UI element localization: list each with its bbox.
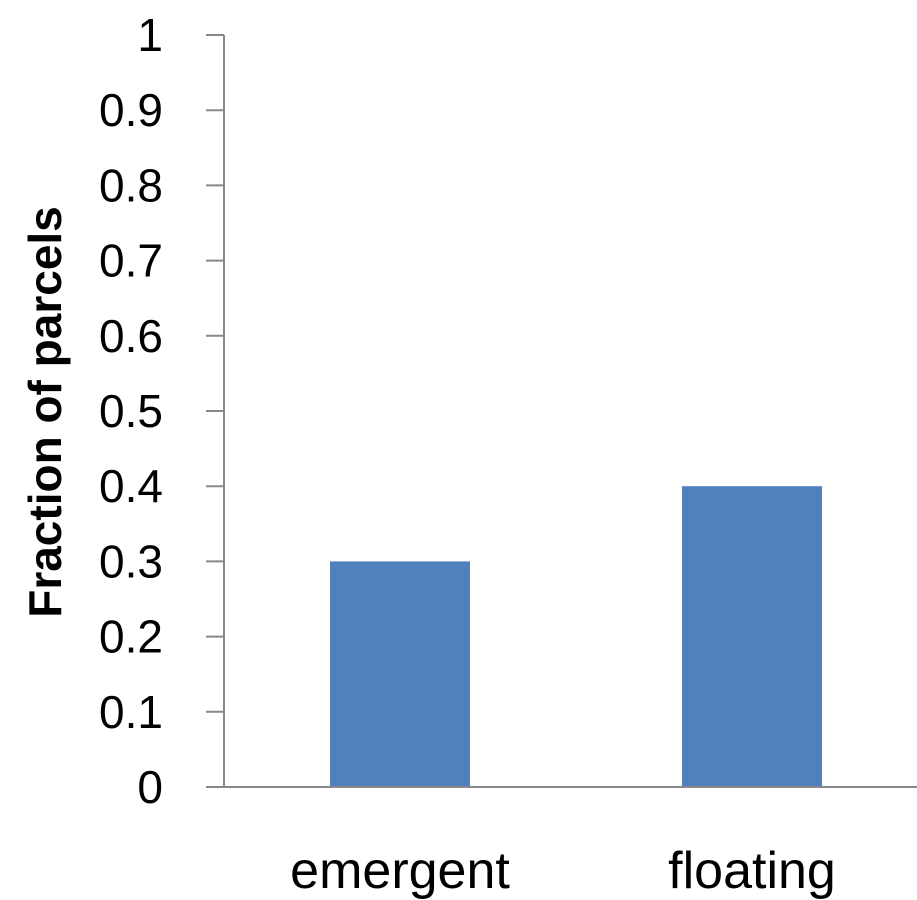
bars [330,486,822,787]
y-tick-label: 0.1 [99,686,163,738]
x-axis-labels: emergent floating [290,842,836,900]
y-tick-label: 0.7 [99,235,163,287]
y-tick-label: 0.3 [99,535,163,587]
y-axis-ticks: 0 0.1 0.2 0.3 0.4 0.5 0.6 0.7 0.8 0.9 1 [99,9,224,813]
y-tick-label: 0.8 [99,159,163,211]
x-category-label: floating [668,842,836,900]
x-category-label: emergent [290,842,510,900]
bar-floating [682,486,822,787]
y-tick-label: 0 [137,761,163,813]
y-axis-title: Fraction of parcels [19,206,71,618]
y-tick-label: 1 [137,9,163,61]
bar-emergent [330,561,470,787]
y-tick-label: 0.4 [99,460,163,512]
y-tick-label: 0.2 [99,611,163,663]
y-tick-label: 0.6 [99,310,163,362]
y-tick-label: 0.9 [99,84,163,136]
y-tick-label: 0.5 [99,385,163,437]
